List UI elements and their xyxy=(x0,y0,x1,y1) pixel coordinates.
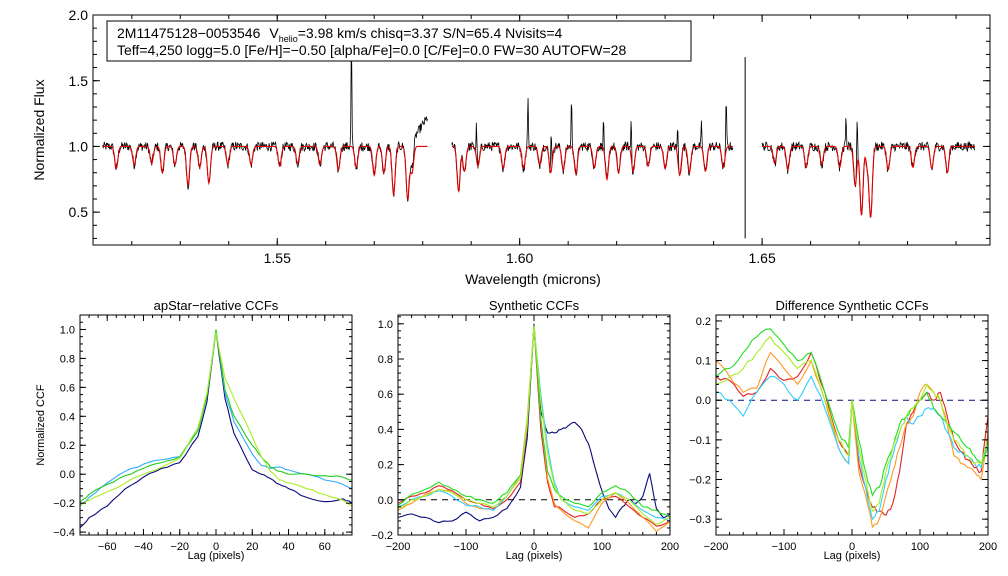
spectrum-x-tick-label: 1.60 xyxy=(506,250,533,266)
spectrum-y-axis-label: Normalized Flux xyxy=(31,79,47,180)
synthetic-ccf-x-axis-label: Lag (pixels) xyxy=(506,550,563,562)
apstar-ccf-x-tick-label: −40 xyxy=(134,541,153,553)
annotation-stats: =3.98 km/s chisq=3.37 S/N=65.4 Nvisits=4 xyxy=(298,25,563,41)
synthetic-ccf-y-tick-label: 1.0 xyxy=(378,319,393,331)
difference-ccf-series-line xyxy=(715,375,989,521)
synthetic-ccf-y-tick-label: 0.8 xyxy=(378,354,393,366)
synthetic-ccf-series-line xyxy=(397,325,671,518)
model-spectrum-line xyxy=(451,145,733,193)
synthetic-ccf-y-tick-label: 0.0 xyxy=(378,495,393,507)
difference-ccf-y-tick-label: −0.2 xyxy=(689,474,711,486)
difference-ccf-x-tick-label: 200 xyxy=(979,541,997,553)
apstar-ccf-x-tick-label: 40 xyxy=(282,541,294,553)
annotation-vhelio-subscript: helio xyxy=(279,34,298,44)
difference-ccf-y-tick-label: 0.0 xyxy=(696,395,711,407)
apstar-ccf-x-axis-label: Lag (pixels) xyxy=(188,550,245,562)
apstar-ccf-x-tick-label: −60 xyxy=(98,541,117,553)
difference-ccf-x-axis-label: Lag (pixels) xyxy=(824,550,881,562)
apstar-ccf-x-tick-label: −20 xyxy=(170,541,189,553)
apstar-ccf-y-tick-label: −0.4 xyxy=(53,527,75,539)
annotation-vhelio-label: V xyxy=(269,25,279,41)
spectrum-y-tick-label: 2.0 xyxy=(69,7,89,23)
synthetic-ccf-x-tick-label: 200 xyxy=(661,541,679,553)
spectrum-y-tick-label: 1.0 xyxy=(69,138,89,154)
apstar-ccf-y-tick-label: 0.6 xyxy=(60,382,75,394)
apstar-ccf-series-line xyxy=(79,332,353,507)
spectrum-x-tick-label: 1.55 xyxy=(264,250,291,266)
synthetic-ccf-ticks: −200 −100 0 100 200 −0.2 0.0 0.2 0.4 0.6 0.8 1.0 xyxy=(371,315,679,553)
synthetic-ccf-series-line xyxy=(397,323,671,524)
synthetic-ccf-y-tick-label: −0.2 xyxy=(371,530,393,542)
spectrum-plot-area xyxy=(102,44,976,239)
annotation-box xyxy=(106,20,692,62)
difference-ccf-panel: −200 −100 0 100 200 −0.3 −0.2 −0.1 0.0 0.1 0.2 Dif… xyxy=(689,298,997,562)
apstar-ccf-y-tick-label: 1.0 xyxy=(60,324,75,336)
spectrum-axes-frame xyxy=(92,14,991,246)
difference-ccf-title: Difference Synthetic CCFs xyxy=(776,298,929,313)
apstar-ccf-panel: −60 −40 −20 0 20 40 60 −0.4 −0.2 0.0 0.2 0.4 0.6 0.8 1… xyxy=(35,298,353,562)
synthetic-ccf-x-tick-label: 0 xyxy=(531,541,537,553)
apstar-ccf-ticks: −60 −40 −20 0 20 40 60 −0.4 −0.2 0.0 0.2 0.4 0.6 0.8 1… xyxy=(53,314,353,553)
difference-ccf-x-tick-label: −100 xyxy=(772,541,797,553)
synthetic-ccf-title: Synthetic CCFs xyxy=(489,298,580,313)
spectrum-panel: 1.55 1.60 1.65 0.5 1.0 1.5 2.0 2M11475128−0053… xyxy=(31,7,991,287)
synthetic-ccf-y-tick-label: 0.6 xyxy=(378,389,393,401)
annotation-line-1: 2M11475128−0053546 Vhelio=3.98 km/s chisq… xyxy=(117,25,563,44)
synthetic-ccf-y-tick-label: 0.4 xyxy=(378,424,393,436)
apstar-ccf-plot-area xyxy=(79,329,353,529)
difference-ccf-series-line xyxy=(715,335,989,513)
difference-ccf-series-line xyxy=(715,328,989,497)
difference-ccf-y-tick-label: 0.2 xyxy=(696,316,711,328)
difference-ccf-series-line xyxy=(715,351,989,529)
spectrum-y-tick-label: 0.5 xyxy=(69,204,89,220)
difference-ccf-plot-area xyxy=(715,328,989,529)
apstar-ccf-y-tick-label: 0.4 xyxy=(60,411,75,423)
spectrum-x-axis-label: Wavelength (microns) xyxy=(465,271,601,287)
model-spectrum-line xyxy=(102,145,428,200)
synthetic-ccf-x-tick-label: 100 xyxy=(593,541,611,553)
apstar-ccf-series-line xyxy=(79,329,353,503)
synthetic-ccf-y-tick-label: 0.2 xyxy=(378,460,393,472)
model-spectrum-line xyxy=(762,145,975,218)
spectrum-y-tick-label: 1.5 xyxy=(69,73,89,89)
synthetic-ccf-panel: −200 −100 0 100 200 −0.2 0.0 0.2 0.4 0.6 0.8 1.0 Sy… xyxy=(371,298,679,562)
apstar-ccf-x-tick-label: 0 xyxy=(213,541,219,553)
apstar-ccf-x-tick-label: 60 xyxy=(319,541,331,553)
annotation-line-2: Teff=4,250 logg=5.0 [Fe/H]=−0.50 [alpha/… xyxy=(117,42,626,58)
difference-ccf-y-tick-label: −0.1 xyxy=(689,435,711,447)
difference-ccf-y-tick-label: 0.1 xyxy=(696,356,711,368)
difference-ccf-ticks: −200 −100 0 100 200 −0.3 −0.2 −0.1 0.0 0.1 0.2 xyxy=(689,315,997,553)
synthetic-ccf-x-tick-label: −200 xyxy=(386,541,411,553)
apstar-ccf-y-tick-label: 0.8 xyxy=(60,353,75,365)
difference-ccf-x-tick-label: 100 xyxy=(911,541,929,553)
spectrum-ticks: 1.55 1.60 1.65 0.5 1.0 1.5 2.0 xyxy=(69,7,990,266)
apstar-ccf-y-axis-label: Normalized CCF xyxy=(35,384,47,466)
apstar-ccf-y-tick-label: 0.2 xyxy=(60,440,75,452)
apstar-ccf-x-tick-label: 20 xyxy=(246,541,258,553)
apstar-ccf-y-tick-label: 0.0 xyxy=(60,469,75,481)
synthetic-ccf-x-tick-label: −100 xyxy=(454,541,479,553)
synthetic-ccf-series-line xyxy=(397,325,671,526)
spectrum-x-tick-label: 1.65 xyxy=(748,250,775,266)
difference-ccf-x-tick-label: −200 xyxy=(704,541,729,553)
apstar-ccf-title: apStar−relative CCFs xyxy=(154,298,279,313)
difference-ccf-x-tick-label: 0 xyxy=(849,541,855,553)
apstar-ccf-y-tick-label: −0.2 xyxy=(53,498,75,510)
synthetic-ccf-plot-area xyxy=(397,323,671,533)
annotation-star-id: 2M11475128−0053546 xyxy=(117,25,261,41)
apstar-ccf-series-line xyxy=(79,330,353,529)
difference-ccf-y-tick-label: −0.3 xyxy=(689,514,711,526)
